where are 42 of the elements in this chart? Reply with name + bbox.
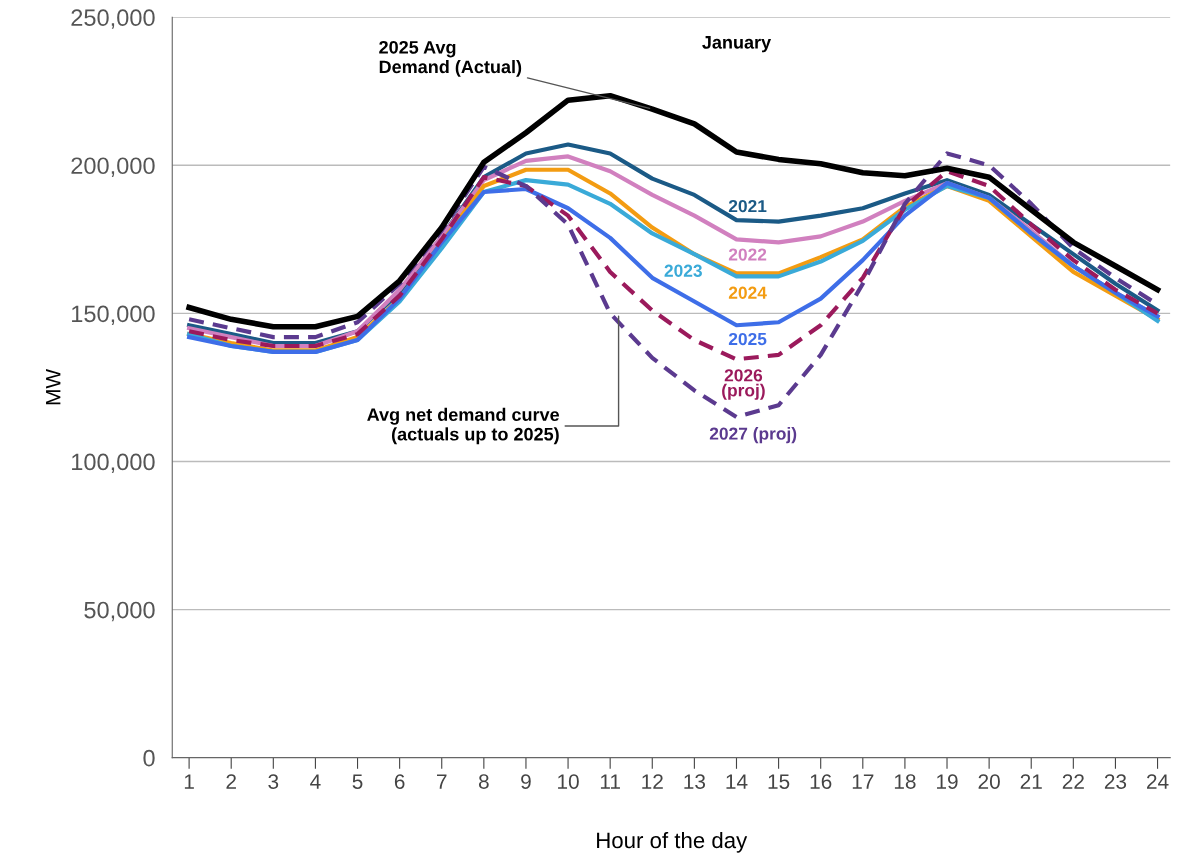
series-label: 2024 (728, 286, 767, 299)
annotation: 2025 Avg Demand (Actual) (379, 40, 522, 77)
y-tick-label: 250,000 (71, 9, 155, 29)
x-tick-label: 10 (558, 774, 579, 789)
series-label: 2026 (proj) (722, 369, 765, 400)
y-tick-label: 150,000 (72, 305, 155, 325)
series-label: 2022 (728, 248, 767, 261)
y-axis-title: MW (46, 369, 61, 405)
x-tick-label: 3 (268, 774, 279, 789)
x-tick-label: 11 (600, 774, 620, 789)
x-tick-label: 6 (394, 774, 405, 789)
series-label: 2025 (728, 332, 767, 346)
x-tick-label: 9 (521, 774, 531, 789)
x-tick-label: 16 (810, 774, 832, 789)
x-tick-label: 2 (226, 774, 236, 789)
x-tick-label: 13 (684, 774, 706, 789)
series-label: 2021 (728, 199, 767, 213)
x-tick-label: 15 (768, 774, 790, 789)
x-tick-label: 17 (852, 774, 874, 789)
x-tick-label: 7 (437, 774, 447, 789)
x-tick-label: 18 (894, 774, 916, 789)
y-tick-label: 50,000 (84, 601, 155, 622)
x-tick-label: 21 (1020, 774, 1042, 789)
x-tick-label: 23 (1104, 774, 1127, 789)
series-label: 2023 (664, 264, 702, 277)
y-tick-label: 100,000 (72, 453, 155, 474)
annotation: Avg net demand curve (actuals up to 2025) (367, 407, 560, 445)
x-tick-label: 19 (937, 774, 958, 789)
x-axis-title: Hour of the day (597, 831, 748, 853)
y-tick-label: 0 (143, 749, 155, 767)
x-tick-label: 8 (478, 774, 489, 789)
series-label: 2027 (proj) (709, 427, 797, 444)
x-tick-label: 24 (1147, 774, 1169, 789)
x-tick-label: 14 (726, 774, 748, 789)
x-tick-label: 12 (642, 774, 663, 789)
x-tick-label: 1 (184, 774, 194, 789)
y-tick-label: 200,000 (71, 157, 155, 177)
x-tick-label: 20 (978, 774, 1000, 789)
text: January (702, 36, 772, 53)
x-tick-label: 4 (310, 774, 321, 789)
x-tick-label: 22 (1062, 774, 1084, 789)
x-tick-label: 5 (352, 774, 363, 789)
